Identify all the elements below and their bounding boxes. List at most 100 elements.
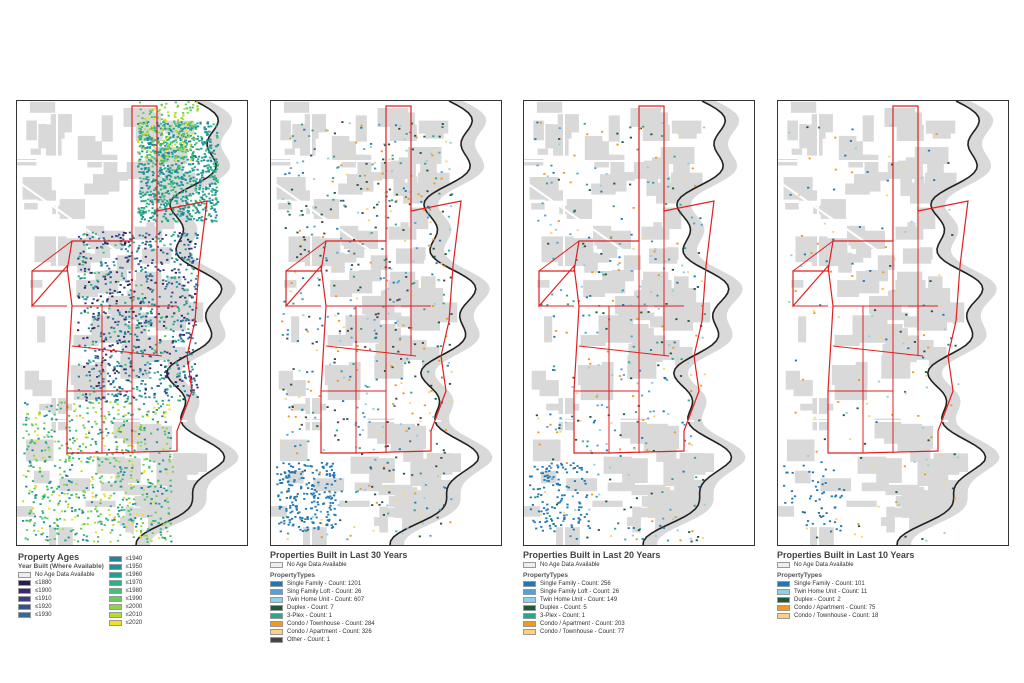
parcel	[189, 252, 192, 255]
parcel	[84, 393, 88, 396]
parcel	[28, 465, 31, 468]
parcel	[323, 232, 326, 235]
parcel	[290, 408, 294, 411]
parcel	[654, 258, 657, 260]
parcel	[545, 470, 548, 473]
parcel	[99, 502, 102, 505]
parcel	[45, 442, 48, 445]
parcel	[673, 341, 676, 344]
parcel	[180, 121, 183, 123]
parcel	[121, 388, 124, 390]
parcel	[340, 370, 343, 373]
parcel	[871, 314, 874, 317]
parcel	[25, 519, 28, 522]
parcel	[173, 339, 176, 342]
district-divider	[31, 240, 73, 272]
parcel	[131, 532, 134, 535]
parcel	[432, 305, 435, 307]
river-floodplain	[136, 101, 239, 545]
district-boundary	[285, 105, 462, 454]
parcel	[165, 146, 168, 149]
parcel	[315, 349, 318, 352]
parcel	[163, 157, 166, 160]
parcel	[421, 342, 424, 344]
parcel	[555, 471, 559, 473]
parcel	[160, 198, 163, 201]
parcel	[46, 535, 49, 538]
parcel	[388, 267, 391, 269]
land-block	[30, 148, 41, 155]
parcel	[169, 171, 172, 174]
parcel	[154, 187, 157, 189]
parcel	[25, 529, 29, 531]
parcel	[83, 491, 86, 494]
parcel	[373, 318, 376, 321]
parcel	[442, 449, 445, 452]
parcel	[136, 257, 139, 260]
parcel	[337, 350, 340, 353]
parcel	[50, 456, 53, 458]
parcel	[889, 124, 892, 127]
parcel	[43, 493, 46, 496]
parcel	[444, 487, 447, 489]
parcel	[548, 470, 551, 472]
parcel	[144, 247, 147, 250]
parcel	[162, 155, 165, 158]
parcel	[120, 365, 123, 368]
parcel	[851, 262, 854, 265]
land-block	[608, 154, 618, 163]
parcel	[807, 186, 810, 189]
parcel	[97, 432, 100, 435]
parcel	[63, 470, 66, 473]
parcel	[179, 357, 182, 359]
legend-item: Other - Count: 1	[270, 636, 407, 644]
parcel	[215, 220, 218, 223]
parcel	[413, 294, 416, 297]
parcel	[88, 237, 92, 240]
parcel	[169, 213, 172, 216]
land-block	[861, 482, 889, 492]
parcel	[301, 243, 304, 246]
parcel	[135, 315, 138, 317]
parcel	[141, 514, 144, 516]
parcel	[112, 317, 115, 320]
parcel	[280, 491, 283, 494]
parcel	[154, 129, 157, 132]
parcel	[356, 211, 360, 214]
parcel	[839, 496, 842, 499]
parcel	[119, 242, 122, 245]
parcel	[215, 202, 218, 205]
parcel	[570, 524, 573, 527]
parcel	[160, 168, 163, 171]
parcel	[189, 178, 192, 180]
parcel	[641, 237, 644, 240]
parcel	[186, 233, 189, 235]
parcel	[652, 450, 655, 452]
legend-label: No Age Data Available	[794, 562, 854, 568]
parcel	[215, 197, 218, 199]
parcel	[143, 329, 146, 331]
parcel	[113, 395, 116, 397]
parcel	[330, 465, 333, 467]
parcel	[119, 330, 123, 333]
parcel	[298, 229, 302, 232]
parcel	[927, 464, 930, 467]
parcel	[214, 191, 217, 194]
parcel	[304, 508, 308, 510]
parcel	[650, 133, 653, 136]
parcel	[142, 315, 145, 318]
parcel	[166, 403, 169, 406]
parcel	[90, 385, 93, 388]
parcel	[310, 492, 313, 495]
parcel	[178, 334, 181, 337]
parcel	[315, 516, 318, 519]
parcel	[116, 360, 119, 363]
parcel	[126, 438, 129, 441]
parcel	[34, 423, 37, 426]
parcel	[166, 394, 169, 397]
parcel	[138, 130, 141, 133]
parcel	[633, 448, 636, 451]
parcel	[25, 475, 28, 478]
legend-item: Condo / Townhouse - Count: 77	[523, 628, 660, 636]
parcel	[613, 429, 617, 432]
